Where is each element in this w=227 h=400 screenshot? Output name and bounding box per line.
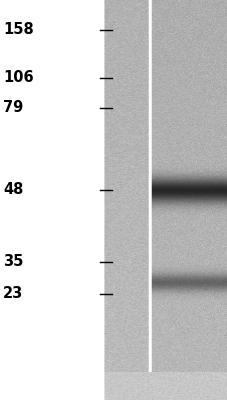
Text: 158: 158 bbox=[3, 22, 34, 38]
Text: 35: 35 bbox=[3, 254, 23, 270]
Text: 48: 48 bbox=[3, 182, 23, 198]
Text: 79: 79 bbox=[3, 100, 23, 116]
Text: 23: 23 bbox=[3, 286, 23, 302]
Text: 106: 106 bbox=[3, 70, 34, 86]
